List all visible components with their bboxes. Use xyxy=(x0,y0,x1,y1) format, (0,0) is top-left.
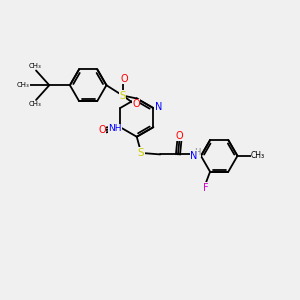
Text: H: H xyxy=(194,148,201,157)
Text: NH: NH xyxy=(108,124,122,133)
Text: CH₃: CH₃ xyxy=(28,101,41,107)
Text: N: N xyxy=(190,151,198,161)
Text: O: O xyxy=(120,74,128,84)
Text: O: O xyxy=(132,99,140,110)
Text: CH₃: CH₃ xyxy=(16,82,29,88)
Text: S: S xyxy=(119,91,126,100)
Text: F: F xyxy=(203,183,208,193)
Text: S: S xyxy=(138,148,145,158)
Text: N: N xyxy=(154,102,162,112)
Text: CH₃: CH₃ xyxy=(251,152,265,160)
Text: CH₃: CH₃ xyxy=(28,63,41,69)
Text: O: O xyxy=(176,130,183,141)
Text: O: O xyxy=(98,125,106,135)
